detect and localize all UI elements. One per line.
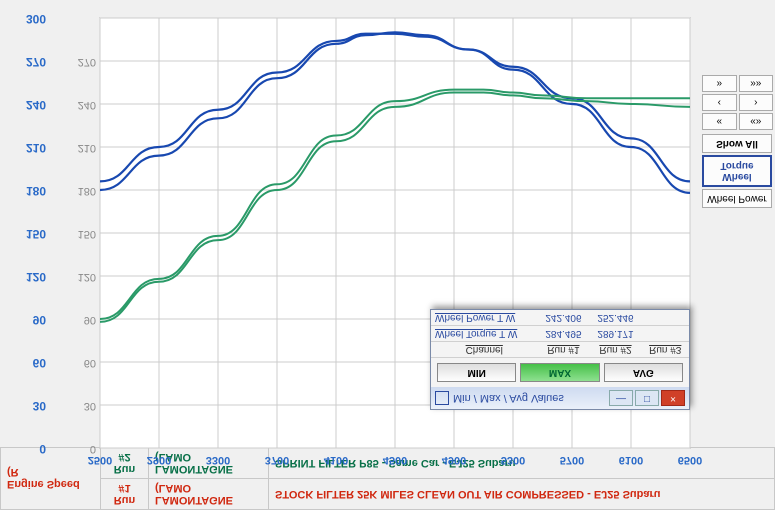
values-row-torque: Wheel Torque T W 284.495 289.171 bbox=[431, 326, 689, 342]
max-button[interactable]: MAX bbox=[520, 363, 599, 382]
col-channel: Channel bbox=[431, 342, 537, 358]
y-outer-tick-label: 180 bbox=[6, 184, 46, 198]
minmax-titlebar[interactable]: Min / Max / Avg Values — □ × bbox=[431, 387, 689, 409]
x-tick-label: 2900 bbox=[139, 454, 179, 466]
y-inner-tick-label: 30 bbox=[60, 400, 96, 412]
y-inner-tick-label: 60 bbox=[60, 357, 96, 369]
min-button[interactable]: MIN bbox=[437, 363, 516, 382]
y-outer-tick-label: 60 bbox=[6, 356, 46, 370]
wheel-torque-button[interactable]: Wheel Torque bbox=[702, 155, 772, 187]
header-row-1: Engine Speed (R Run #1 LAMONTAGNE (LAMO … bbox=[1, 479, 775, 510]
x-tick-label: 6100 bbox=[611, 454, 651, 466]
y-outer-tick-label: 150 bbox=[6, 227, 46, 241]
power-run2: 252.446 bbox=[589, 310, 641, 326]
window-icon bbox=[435, 391, 449, 405]
run1-desc: STOCK FILTER 25K MILES CLEAN OUT AIR COM… bbox=[269, 479, 775, 510]
minmax-button-row: MIN MAX AVG bbox=[431, 358, 689, 387]
wheel-power-button[interactable]: Wheel Power bbox=[702, 189, 772, 208]
x-tick-label: 3700 bbox=[257, 454, 297, 466]
x-axis-title-text: Engine Speed (R bbox=[7, 467, 80, 491]
close-button[interactable]: × bbox=[661, 390, 685, 406]
ch-torque: Wheel Torque T W bbox=[431, 326, 537, 342]
y-inner-tick-label: 210 bbox=[60, 142, 96, 154]
y-outer-tick-label: 90 bbox=[6, 313, 46, 327]
y-inner-tick-label: 0 bbox=[60, 443, 96, 455]
torque-run2: 289.171 bbox=[589, 326, 641, 342]
x-tick-label: 4900 bbox=[434, 454, 474, 466]
y-inner-tick-label: 270 bbox=[60, 56, 96, 68]
x-tick-label: 4100 bbox=[316, 454, 356, 466]
torque-run1: 284.495 bbox=[537, 326, 589, 342]
power-run3 bbox=[642, 310, 689, 326]
x-tick-label: 4500 bbox=[375, 454, 415, 466]
x-tick-label: 6500 bbox=[670, 454, 710, 466]
arrow-next[interactable]: › bbox=[739, 94, 774, 111]
arrow-prev[interactable]: ‹ bbox=[702, 94, 737, 111]
values-header-row: Channel Run #1 Run #2 Run #3 bbox=[431, 342, 689, 358]
show-all-button[interactable]: Show All bbox=[702, 134, 772, 153]
y-outer-tick-label: 300 bbox=[6, 12, 46, 26]
avg-button[interactable]: AVG bbox=[604, 363, 683, 382]
arrow-end[interactable]: »» bbox=[739, 75, 774, 92]
minmax-window[interactable]: Min / Max / Avg Values — □ × MIN MAX AVG… bbox=[430, 309, 690, 410]
x-tick-label: 2500 bbox=[80, 454, 120, 466]
x-tick-label: 5700 bbox=[552, 454, 592, 466]
y-inner-tick-label: 240 bbox=[60, 99, 96, 111]
x-tick-label: 5300 bbox=[493, 454, 533, 466]
power-run1: 242.406 bbox=[537, 310, 589, 326]
y-inner-tick-label: 150 bbox=[60, 228, 96, 240]
ch-power: Wheel Power T W bbox=[431, 310, 537, 326]
values-table: Channel Run #1 Run #2 Run #3 Wheel Torqu… bbox=[431, 310, 689, 358]
arrow-stretch[interactable]: «» bbox=[739, 113, 774, 130]
y-inner-tick-label: 120 bbox=[60, 271, 96, 283]
run1-label: Run #1 bbox=[101, 479, 149, 510]
arrow-first[interactable]: « bbox=[702, 113, 737, 130]
values-row-power: Wheel Power T W 242.406 252.446 bbox=[431, 310, 689, 326]
arrow-last[interactable]: » bbox=[702, 75, 737, 92]
arrow-grid: « «» ‹ › » »» bbox=[700, 73, 775, 132]
y-outer-tick-label: 30 bbox=[6, 399, 46, 413]
x-tick-label: 3300 bbox=[198, 454, 238, 466]
y-outer-tick-label: 270 bbox=[6, 55, 46, 69]
side-panel: Wheel Power Wheel Torque Show All « «» ‹… bbox=[700, 73, 775, 210]
y-outer-tick-label: 120 bbox=[6, 270, 46, 284]
col-run2: Run #2 bbox=[589, 342, 641, 358]
y-outer-tick-label: 0 bbox=[6, 442, 46, 456]
minimize-button[interactable]: — bbox=[609, 390, 633, 406]
y-outer-tick-label: 240 bbox=[6, 98, 46, 112]
minmax-title-text: Min / Max / Avg Values bbox=[453, 392, 564, 404]
torque-run3 bbox=[642, 326, 689, 342]
y-inner-tick-label: 90 bbox=[60, 314, 96, 326]
y-inner-tick-label: 180 bbox=[60, 185, 96, 197]
col-run3: Run #3 bbox=[642, 342, 689, 358]
y-outer-tick-label: 210 bbox=[6, 141, 46, 155]
run1-name: LAMONTAGNE (LAMO bbox=[149, 479, 269, 510]
maximize-button[interactable]: □ bbox=[635, 390, 659, 406]
col-run1: Run #1 bbox=[537, 342, 589, 358]
